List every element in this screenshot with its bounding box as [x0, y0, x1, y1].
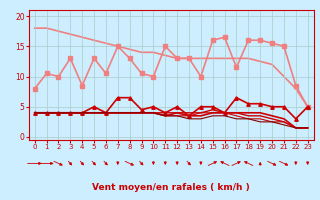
Text: Vent moyen/en rafales ( km/h ): Vent moyen/en rafales ( km/h ) — [92, 183, 250, 192]
